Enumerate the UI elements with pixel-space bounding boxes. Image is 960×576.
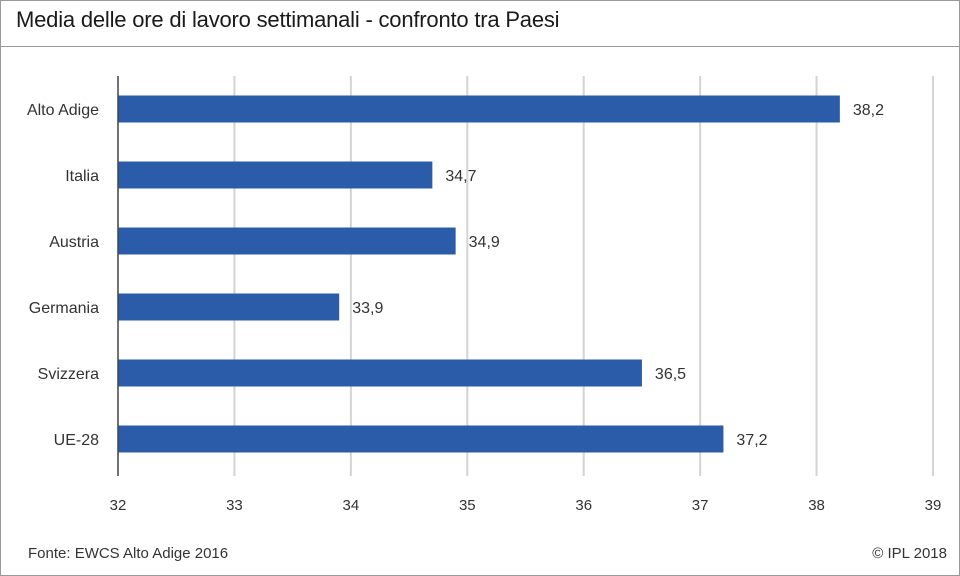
category-labels: Alto Adige Italia Austria Germania Svizzera U… <box>27 102 99 449</box>
x-tick-label: 35 <box>459 497 476 514</box>
bar <box>118 425 724 453</box>
bar <box>118 161 433 189</box>
value-label: 34,9 <box>469 234 500 251</box>
grid-lines <box>233 76 934 476</box>
x-tick-label: 32 <box>110 497 127 514</box>
x-tick-label: 37 <box>692 497 709 514</box>
value-label: 33,9 <box>352 300 383 317</box>
category-label: UE-28 <box>54 432 99 449</box>
value-label: 38,2 <box>853 102 884 119</box>
title-divider <box>1 46 959 47</box>
x-tick-label: 39 <box>925 497 942 514</box>
bar <box>118 95 840 123</box>
copyright-note: © IPL 2018 <box>872 545 947 562</box>
bars <box>118 95 840 453</box>
bar <box>118 293 340 321</box>
bar <box>118 359 642 387</box>
bar-chart: Alto Adige Italia Austria Germania Svizzera U… <box>27 76 942 514</box>
value-label: 37,2 <box>736 432 767 449</box>
chart-title: Media delle ore di lavoro settimanali - … <box>16 7 560 32</box>
category-label: Svizzera <box>38 366 99 383</box>
category-label: Austria <box>49 234 99 251</box>
category-label: Germania <box>29 300 99 317</box>
x-tick-label: 36 <box>575 497 592 514</box>
value-label: 36,5 <box>655 366 686 383</box>
value-labels: 38,2 34,7 34,9 33,9 36,5 37,2 <box>352 102 884 449</box>
value-label: 34,7 <box>445 168 476 185</box>
category-label: Alto Adige <box>27 102 99 119</box>
category-label: Italia <box>65 168 99 185</box>
x-tick-label: 33 <box>226 497 243 514</box>
x-tick-labels: 32 33 34 35 36 37 38 39 <box>110 497 942 514</box>
source-note: Fonte: EWCS Alto Adige 2016 <box>28 545 229 562</box>
x-tick-label: 38 <box>808 497 825 514</box>
x-tick-label: 34 <box>343 497 360 514</box>
bar <box>118 227 456 255</box>
